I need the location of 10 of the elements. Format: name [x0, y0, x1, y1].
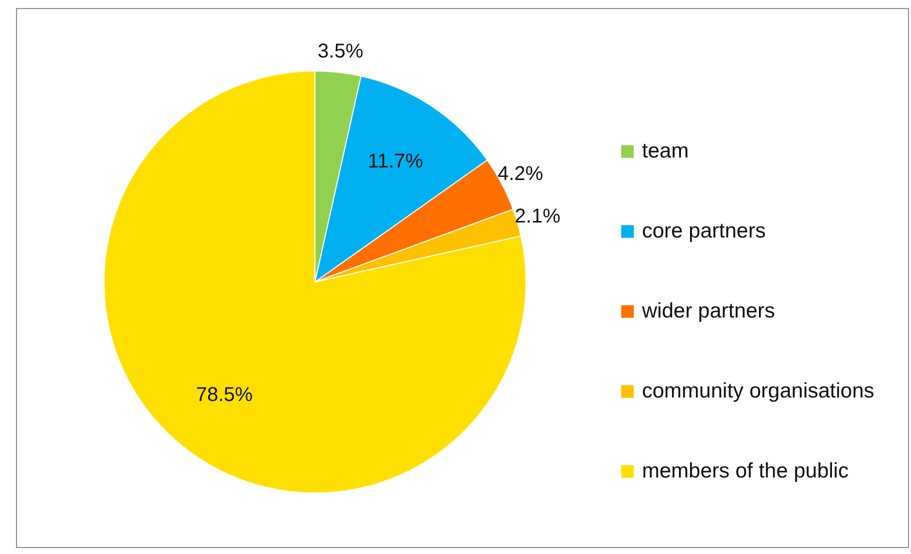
- data-label: 78.5%: [196, 384, 253, 406]
- data-label: 4.2%: [498, 163, 544, 186]
- legend-label: wider partners: [641, 300, 776, 322]
- legend-label: team: [642, 140, 689, 162]
- data-label: 11.7%: [368, 150, 424, 172]
- legend-label: members of the public: [642, 460, 849, 482]
- data-label: 2.1%: [514, 206, 561, 228]
- legend-label: community organisations: [642, 380, 874, 402]
- data-label: 3.5%: [318, 40, 364, 62]
- legend-label: core partners: [642, 220, 766, 242]
